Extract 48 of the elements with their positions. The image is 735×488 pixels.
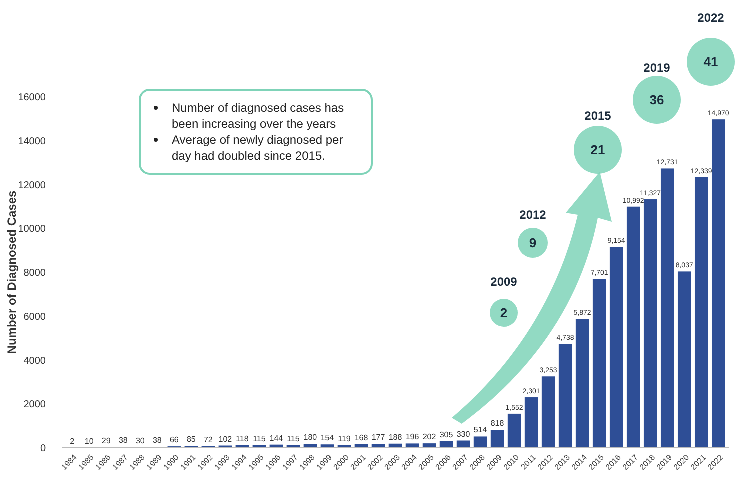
annotation: 2 <box>500 306 508 321</box>
data-label: 330 <box>456 430 471 439</box>
text: 2019 <box>644 61 671 76</box>
data-label: 168 <box>354 433 369 442</box>
data-label: 10 <box>84 436 94 446</box>
y-tick-label: 8000 <box>24 268 46 279</box>
data-label: 38 <box>118 436 128 446</box>
text: 41 <box>704 54 718 70</box>
y-tick-label: 6000 <box>24 312 46 323</box>
data-label: 514 <box>474 426 488 435</box>
y-tick-label: 4000 <box>24 356 46 367</box>
y-tick-label: 14000 <box>18 136 46 148</box>
data-label: 180 <box>304 433 318 442</box>
data-label: 85 <box>186 435 196 444</box>
y-tick-label: 0 <box>40 444 46 454</box>
data-label: 202 <box>422 432 437 442</box>
data-label: 154 <box>320 434 335 443</box>
text: 2022 <box>698 11 725 26</box>
data-label: 30 <box>136 436 146 446</box>
data-label: 2 <box>70 436 76 446</box>
data-label: 305 <box>440 430 454 440</box>
annotation: 2012 <box>520 208 547 222</box>
data-label: 115 <box>287 434 300 444</box>
data-label: 115 <box>253 434 266 444</box>
annotation: 9 <box>529 236 537 251</box>
data-label: 66 <box>170 436 180 445</box>
y-tick-label: 2000 <box>24 400 46 411</box>
data-label: 818 <box>490 419 505 428</box>
data-label: 188 <box>388 432 403 442</box>
data-label: 29 <box>102 436 112 446</box>
y-tick-label: 16000 <box>18 92 46 104</box>
annotation: Average of newly diagnosed per day had doubled since 2015. <box>172 133 344 163</box>
y-tick-label: 10000 <box>18 224 46 236</box>
y-tick-label: 12000 <box>18 180 46 192</box>
data-label: 196 <box>406 432 420 442</box>
annotation: 2009 <box>490 275 518 290</box>
data-label: 144 <box>270 434 284 443</box>
y-axis-title: Number of Diagnosed Cases <box>5 190 19 354</box>
annotation: Number of diagnosed cases has been increasing over the years <box>172 101 344 131</box>
annotation: 21 <box>590 142 606 158</box>
data-label: 72 <box>204 435 214 444</box>
annotation: 2015 <box>584 109 612 124</box>
data-label: 119 <box>338 434 352 444</box>
data-label: 177 <box>372 433 386 442</box>
data-label: 38 <box>152 436 162 446</box>
annotation: 36 <box>650 92 664 108</box>
data-label: 118 <box>236 434 250 444</box>
data-label: 102 <box>218 434 233 444</box>
